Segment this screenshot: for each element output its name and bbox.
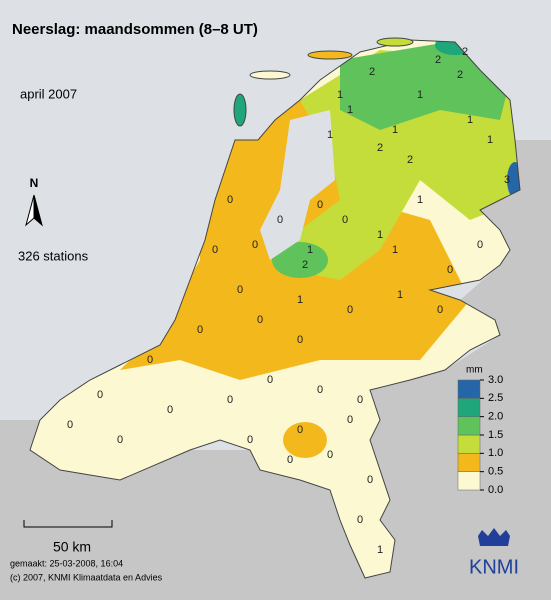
island (307, 50, 353, 60)
station-value: 1 (392, 244, 398, 256)
station-value: 0 (317, 384, 323, 396)
station-value: 0 (147, 354, 153, 366)
zone-05b (283, 422, 327, 458)
island (249, 70, 291, 80)
legend: 0.0 0.5 1.0 1.5 2.0 2.5 3.0 (457, 374, 503, 496)
legend-swatch (457, 471, 481, 491)
station-value: 1 (327, 129, 333, 141)
station-value: 0 (252, 239, 258, 251)
station-value: 0 (287, 454, 293, 466)
station-value: 0 (327, 449, 333, 461)
station-value: 0 (237, 284, 243, 296)
station-value: 2 (462, 46, 468, 58)
station-value: 2 (457, 69, 463, 81)
station-value: 0 (297, 334, 303, 346)
legend-tick-label: 0.5 (488, 466, 503, 478)
station-value: 1 (417, 194, 423, 206)
footer-copyright: (c) 2007, KNMI Klimaatdata en Advies (10, 572, 163, 582)
legend-swatch (457, 398, 481, 417)
station-value: 0 (357, 394, 363, 406)
legend-swatch (457, 434, 481, 454)
legend-tick-label: 1.0 (488, 447, 503, 459)
station-value: 2 (369, 66, 375, 78)
legend-tick-label: 0.0 (488, 484, 503, 496)
station-value: 1 (417, 89, 423, 101)
station-value: 1 (297, 294, 303, 306)
station-value: 0 (212, 244, 218, 256)
zone-15 (340, 40, 510, 130)
station-value: 0 (267, 374, 273, 386)
station-value: 2 (377, 142, 383, 154)
logo-crown (478, 528, 510, 546)
station-value: 0 (357, 514, 363, 526)
station-value: 0 (227, 194, 233, 206)
station-value: 1 (487, 134, 493, 146)
station-value: 0 (437, 304, 443, 316)
station-value: 1 (392, 124, 398, 136)
station-value: 0 (117, 434, 123, 446)
scale-bar (23, 520, 113, 528)
island (376, 37, 414, 47)
station-value: 3 (504, 174, 510, 186)
title: Neerslag: maandsommen (8–8 UT) (12, 21, 258, 38)
ijsselmeer (260, 110, 335, 260)
station-value: 0 (167, 404, 173, 416)
station-value: 1 (307, 244, 313, 256)
legend-tick-label: 1.5 (488, 429, 503, 441)
station-value: 0 (197, 324, 203, 336)
station-value: 1 (337, 89, 343, 101)
station-value: 2 (407, 154, 413, 166)
station-value: 0 (67, 419, 73, 431)
legend-swatch (457, 416, 481, 436)
north-label: N (30, 176, 39, 190)
station-value: 0 (347, 414, 353, 426)
station-value: 1 (467, 114, 473, 126)
scale-label: 50 km (53, 539, 91, 555)
legend-tick-label: 2.5 (488, 392, 503, 404)
period: april 2007 (20, 86, 77, 101)
legend-swatch (457, 379, 481, 399)
station-value: 1 (377, 229, 383, 241)
station-value: 1 (397, 289, 403, 301)
station-value: 0 (257, 314, 263, 326)
station-value: 2 (302, 259, 308, 271)
legend-unit: mm (466, 365, 483, 376)
logo: KNMI (469, 556, 519, 578)
station-value: 0 (347, 304, 353, 316)
station-value: 0 (342, 214, 348, 226)
neighbour-land (0, 140, 551, 600)
station-value: 0 (317, 199, 323, 211)
station-value: 0 (367, 474, 373, 486)
station-value: 0 (247, 434, 253, 446)
stations-count: 326 stations (18, 248, 89, 263)
zone-15b (272, 242, 328, 278)
station-value: 1 (347, 104, 353, 116)
legend-swatch (457, 453, 481, 472)
station-value: 0 (447, 264, 453, 276)
island (233, 93, 247, 127)
footer-made: gemaakt: 25-03-2008, 16:04 (10, 558, 123, 568)
station-value: 0 (297, 424, 303, 436)
north-arrow (33, 194, 43, 227)
station-value: 0 (227, 394, 233, 406)
legend-tick-label: 2.0 (488, 411, 503, 423)
station-value: 0 (97, 389, 103, 401)
station-value: 1 (377, 544, 383, 556)
station-value: 2 (435, 54, 441, 66)
station-value: 0 (477, 239, 483, 251)
legend-tick-label: 3.0 (488, 374, 503, 386)
station-value: 0 (277, 214, 283, 226)
